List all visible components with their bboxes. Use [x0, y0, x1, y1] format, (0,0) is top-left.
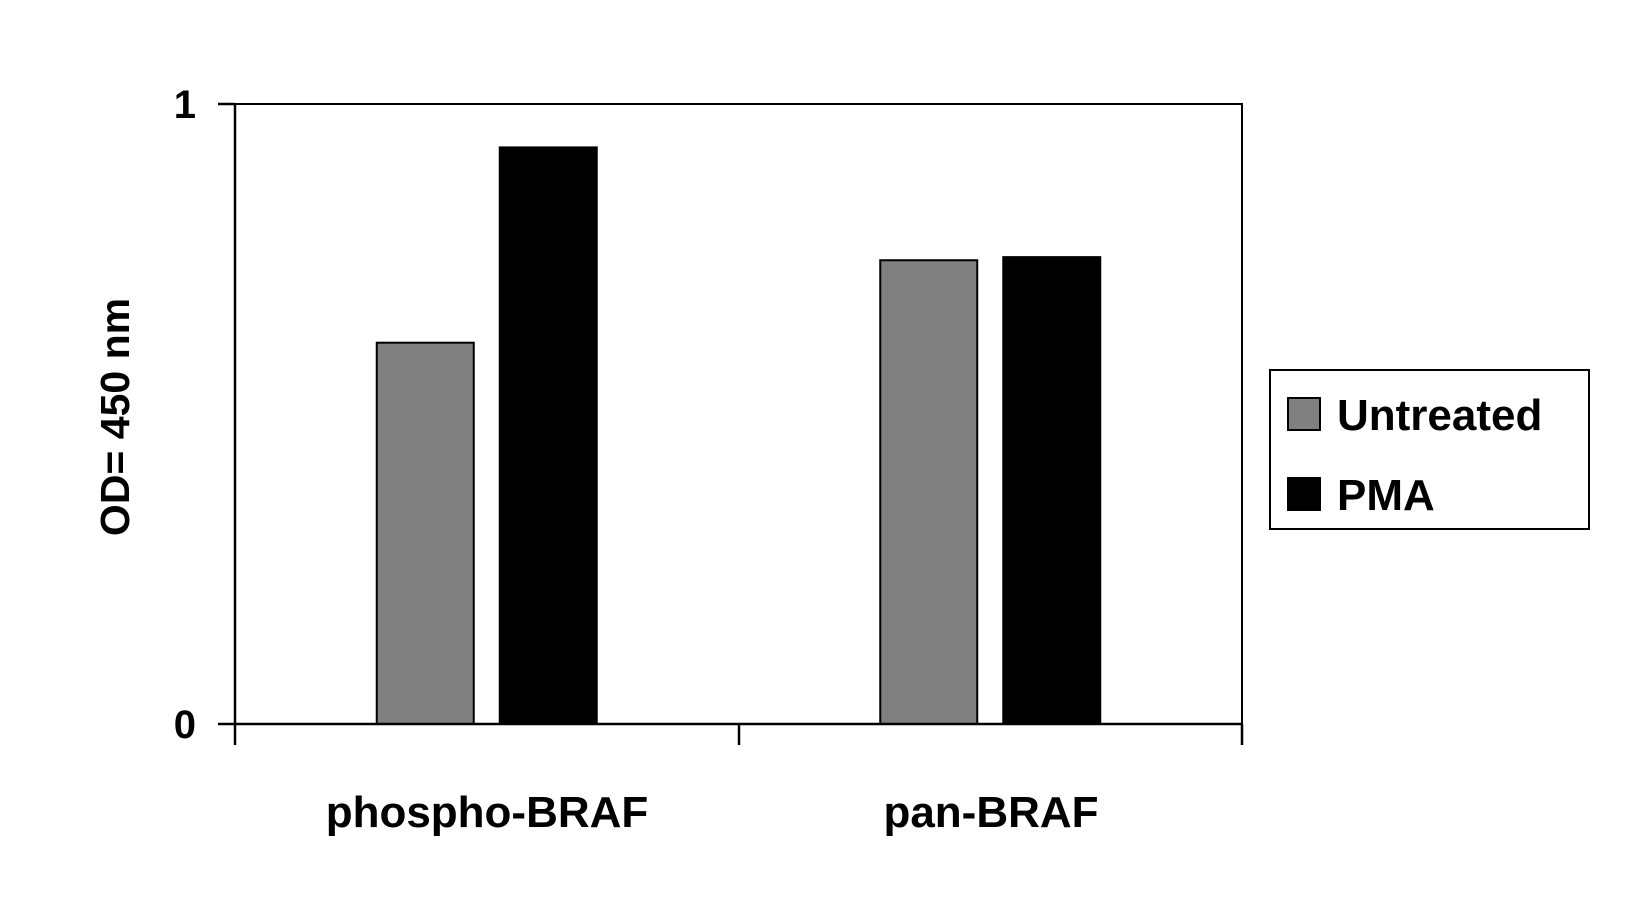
y-axis-title: OD= 450 nm [92, 298, 138, 536]
bar-pan-braf-untreated [879, 259, 979, 725]
legend-swatch-untreated [1287, 397, 1321, 431]
y-tick-label-min: 0 [174, 703, 196, 747]
y-tick-label-max: 1 [174, 83, 196, 127]
legend-label-untreated: Untreated [1337, 391, 1542, 440]
x-category-label-pan-braf: pan-BRAF [883, 788, 1098, 837]
bar-pan-braf-pma [1002, 256, 1102, 725]
legend: Untreated PMA [1269, 369, 1590, 530]
bar-phospho-braf-pma [498, 146, 598, 725]
bars-layer [375, 146, 1102, 725]
legend-box [1269, 369, 1590, 530]
legend-label-pma: PMA [1337, 471, 1435, 520]
bar-phospho-braf-untreated [375, 341, 475, 725]
x-category-label-phospho-braf: phospho-BRAF [326, 788, 649, 837]
legend-swatch-pma [1287, 477, 1321, 511]
